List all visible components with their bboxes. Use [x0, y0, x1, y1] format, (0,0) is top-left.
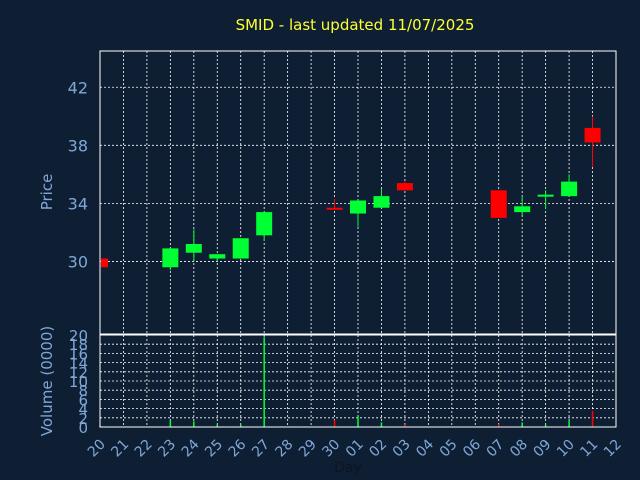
price-y-tick-labels: 30 34 38 42 [68, 78, 88, 271]
x-tick-label: 21 [108, 437, 132, 461]
volume-y-tick-label: 10 [69, 373, 88, 391]
price-y-tick-label: 30 [68, 252, 88, 271]
candle-body [232, 238, 249, 259]
x-tick-label: 29 [296, 437, 320, 461]
volume-bar [239, 424, 242, 427]
price-y-tick-label: 38 [68, 136, 88, 155]
x-tick-label: 01 [343, 437, 367, 461]
volume-grid [99, 334, 617, 428]
x-tick-label: 10 [554, 437, 578, 461]
candle-body [584, 127, 601, 143]
price-candles [99, 116, 601, 271]
price-panel-frame [99, 50, 617, 335]
candle-body [326, 207, 343, 210]
volume-bar [216, 424, 219, 427]
volume-panel-frame [99, 334, 617, 428]
volume-bar [333, 420, 336, 427]
candle-body [490, 190, 507, 218]
candle-body [256, 212, 273, 236]
x-tick-label: 02 [366, 437, 390, 461]
candle-body [350, 200, 366, 214]
volume-bar [497, 424, 500, 427]
volume-y-tick-label: 18 [69, 336, 88, 354]
volume-y-tick-label: 0 [78, 419, 88, 437]
volume-y-tick-label: 2 [78, 410, 88, 428]
candle-body [185, 244, 202, 253]
volume-bar [568, 420, 570, 427]
volume-y-tick-label: 4 [78, 401, 88, 419]
candle-body [537, 194, 554, 197]
x-tick-label: 03 [390, 437, 414, 461]
volume-bar [404, 424, 406, 427]
x-tick-label: 27 [249, 437, 273, 461]
x-tick-label: 24 [179, 436, 203, 460]
x-tick-label: 25 [202, 437, 226, 461]
x-tick-label: 12 [601, 437, 625, 461]
chart-title: SMID - last updated 11/07/2025 [236, 16, 475, 34]
x-tick-label: 22 [132, 437, 156, 461]
volume-y-tick-label: 8 [78, 382, 88, 400]
volume-y-tick-label: 12 [69, 364, 88, 382]
volume-bar [591, 410, 594, 427]
candle-body [396, 183, 413, 191]
x-tick-label: 23 [155, 437, 179, 461]
candle-body [101, 258, 108, 268]
x-axis-label: Day [334, 460, 362, 476]
volume-y-tick-label: 20 [69, 327, 88, 345]
price-grid [99, 51, 617, 334]
volume-y-tick-label: 6 [78, 391, 88, 409]
x-tick-label: 28 [273, 437, 297, 461]
volume-bar [544, 424, 547, 427]
x-tick-label: 09 [531, 437, 555, 461]
x-tick-label: 07 [484, 437, 508, 461]
volume-y-tick-label: 16 [69, 345, 88, 363]
volume-bar [193, 421, 195, 427]
volume-bar [357, 415, 359, 427]
volume-bar [263, 337, 265, 427]
price-axis-label: Price [38, 174, 56, 211]
volume-y-tick-label: 14 [69, 355, 88, 373]
x-tick-label: 11 [577, 437, 601, 461]
x-tick-label: 26 [226, 436, 250, 460]
volume-bar [521, 422, 523, 427]
candle-body [162, 248, 179, 268]
price-y-tick-label: 42 [68, 78, 88, 97]
candle-body [209, 254, 226, 259]
volume-bars [99, 337, 594, 427]
x-tick-label: 08 [507, 437, 531, 461]
candle-body [373, 196, 390, 208]
price-y-tick-label: 34 [68, 194, 88, 213]
candle-body [514, 206, 531, 213]
volume-axis-label: Volume (0000) [38, 326, 56, 436]
x-tick-label: 20 [85, 437, 109, 461]
x-tick-labels: 20 21 22 23 24 25 26 27 28 29 30 01 02 03 04 05 06 07 08 09… [85, 436, 625, 460]
x-tick-label: 30 [319, 437, 343, 461]
x-tick-label: 06 [460, 436, 484, 460]
x-tick-label: 04 [413, 436, 437, 460]
x-tick-label: 05 [437, 437, 461, 461]
candle-body [561, 181, 578, 197]
volume-bar [380, 422, 383, 427]
volume-bar [169, 420, 172, 427]
